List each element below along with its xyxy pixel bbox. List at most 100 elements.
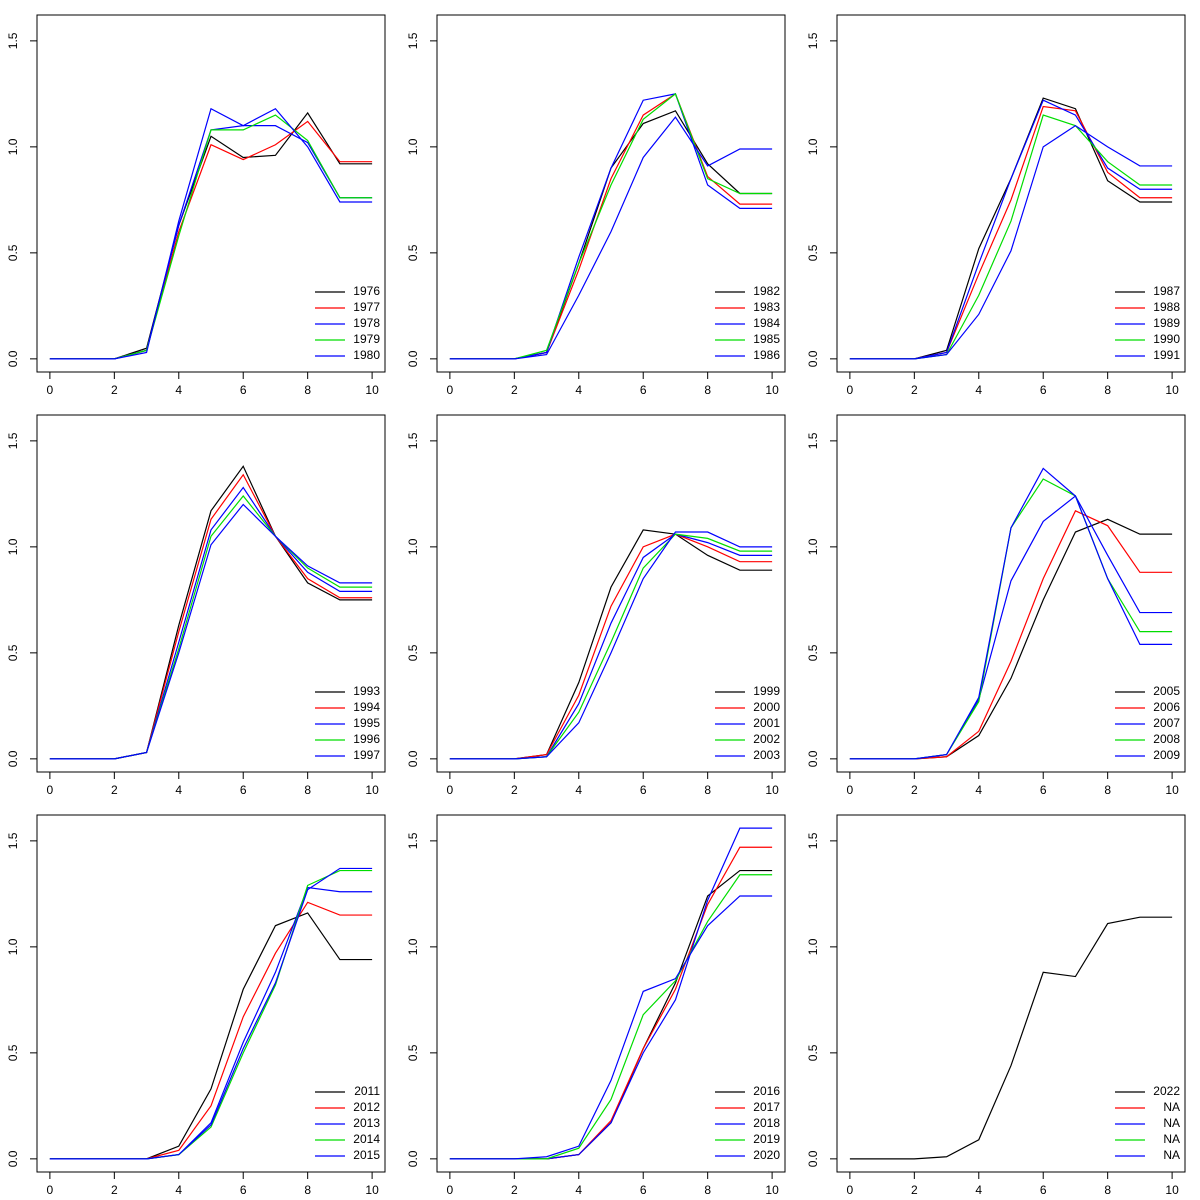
y-tick-label: 1.0 <box>806 138 820 155</box>
legend-label: 1984 <box>753 316 780 330</box>
y-tick-label: 1.5 <box>406 32 420 49</box>
x-tick-label: 4 <box>575 383 582 397</box>
series-line <box>449 531 773 760</box>
series-line <box>49 503 373 760</box>
y-tick-label: 0.0 <box>6 1150 20 1167</box>
x-tick-label: 10 <box>365 783 379 797</box>
series-line <box>49 886 373 1160</box>
x-tick-label: 10 <box>365 1183 379 1197</box>
plot-frame <box>36 14 386 373</box>
series-line <box>49 486 373 760</box>
x-tick-label: 0 <box>47 1183 54 1197</box>
legend-label: 1994 <box>353 700 380 714</box>
x-tick-label: 6 <box>240 1183 247 1197</box>
x-tick-label: 2 <box>511 783 518 797</box>
y-tick-label: 0.5 <box>406 244 420 261</box>
legend-label: 1999 <box>753 684 780 698</box>
x-tick-label: 0 <box>447 783 454 797</box>
x-tick-label: 2 <box>511 1183 518 1197</box>
x-tick-label: 2 <box>111 783 118 797</box>
y-tick-label: 1.0 <box>6 538 20 555</box>
x-tick-label: 10 <box>1165 383 1179 397</box>
x-tick-label: 6 <box>240 383 247 397</box>
series-line <box>49 111 373 360</box>
x-tick-label: 2 <box>911 383 918 397</box>
x-tick-label: 6 <box>640 783 647 797</box>
series-line <box>449 846 773 1160</box>
y-tick-label: 0.0 <box>806 1150 820 1167</box>
series-line <box>449 92 773 360</box>
series-line <box>449 874 773 1160</box>
legend-label: 1988 <box>1153 300 1180 314</box>
legend-label: 2015 <box>353 1148 380 1162</box>
legend-label: 2000 <box>753 700 780 714</box>
y-tick-label: 0.5 <box>6 1044 20 1061</box>
legend-label: 2006 <box>1153 700 1180 714</box>
x-tick-label: 2 <box>911 783 918 797</box>
y-tick-label: 0.0 <box>406 1150 420 1167</box>
x-tick-label: 6 <box>240 783 247 797</box>
x-tick-label: 6 <box>1040 783 1047 797</box>
y-tick-label: 0.0 <box>806 350 820 367</box>
plot-frame <box>836 414 1186 773</box>
plot-frame <box>836 14 1186 373</box>
x-tick-label: 8 <box>304 783 311 797</box>
legend-label: 2016 <box>753 1084 780 1098</box>
x-tick-label: 4 <box>975 783 982 797</box>
legend-label: 2018 <box>753 1116 780 1130</box>
series-line <box>449 869 773 1160</box>
x-tick-label: 4 <box>575 783 582 797</box>
series-line <box>849 510 1173 760</box>
legend-label: 2019 <box>753 1132 780 1146</box>
series-line <box>49 465 373 760</box>
y-tick-label: 0.0 <box>6 350 20 367</box>
x-tick-label: 10 <box>1165 1183 1179 1197</box>
y-tick-label: 0.0 <box>406 750 420 767</box>
legend-label: 1982 <box>753 284 780 298</box>
x-tick-label: 10 <box>765 383 779 397</box>
legend-label: 2011 <box>354 1084 380 1098</box>
y-tick-label: 0.5 <box>406 1044 420 1061</box>
series-line <box>849 99 1173 360</box>
x-tick-label: 2 <box>111 383 118 397</box>
series-line <box>849 124 1173 360</box>
x-tick-label: 8 <box>1104 783 1111 797</box>
legend-label: 2013 <box>353 1116 380 1130</box>
series-line <box>449 895 773 1160</box>
series-line <box>849 114 1173 360</box>
legend-label: 1978 <box>353 316 380 330</box>
x-tick-label: 6 <box>1040 383 1047 397</box>
series-line <box>49 473 373 760</box>
x-tick-label: 8 <box>304 1183 311 1197</box>
series-line <box>49 869 373 1160</box>
legend-label: NA <box>1163 1100 1180 1114</box>
y-tick-label: 0.5 <box>6 244 20 261</box>
series-line <box>849 916 1173 1160</box>
legend-label: 1979 <box>353 332 380 346</box>
legend-label: 1986 <box>753 348 780 362</box>
series-line <box>449 92 773 360</box>
plot-frame <box>436 414 786 773</box>
x-tick-label: 8 <box>704 783 711 797</box>
plot-frame <box>836 814 1186 1173</box>
x-tick-label: 4 <box>975 383 982 397</box>
y-tick-label: 0.5 <box>806 244 820 261</box>
series-line <box>449 110 773 360</box>
y-tick-label: 1.0 <box>6 138 20 155</box>
x-tick-label: 6 <box>640 383 647 397</box>
y-tick-label: 1.0 <box>6 938 20 955</box>
y-tick-label: 1.5 <box>806 32 820 49</box>
legend-label: 2008 <box>1153 732 1180 746</box>
series-line <box>49 114 373 360</box>
plot-frame <box>436 14 786 373</box>
legend-label: 2007 <box>1153 716 1180 730</box>
x-tick-label: 0 <box>47 783 54 797</box>
legend-label: 2001 <box>753 716 780 730</box>
series-line <box>49 495 373 760</box>
y-tick-label: 1.5 <box>806 832 820 849</box>
plot-frame <box>36 814 386 1173</box>
x-tick-label: 8 <box>704 383 711 397</box>
y-tick-label: 1.5 <box>406 432 420 449</box>
x-tick-label: 2 <box>511 383 518 397</box>
